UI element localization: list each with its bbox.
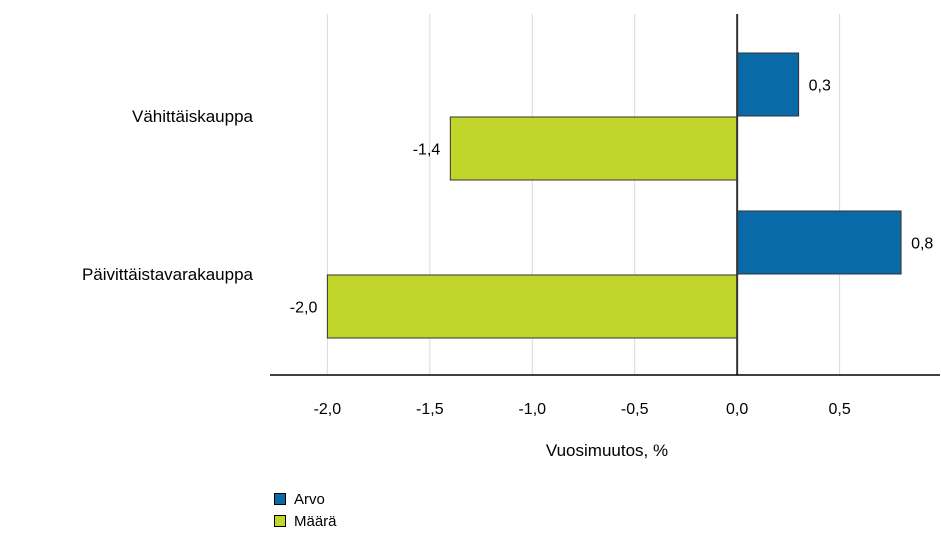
- legend-swatch-maara: [274, 515, 286, 527]
- x-tick-label: -2,0: [314, 401, 342, 418]
- legend-label-maara: Määrä: [294, 513, 337, 530]
- x-axis-label: Vuosimuutos, %: [546, 441, 668, 460]
- bars: [327, 53, 901, 338]
- bar: [327, 275, 737, 338]
- legend-item-maara: Määrä: [274, 510, 337, 532]
- bar-value-label: 0,3: [809, 78, 831, 95]
- legend-swatch-arvo: [274, 493, 286, 505]
- x-tick-labels: -2,0 -1,5 -1,0 -0,5 0,0 0,5: [314, 401, 851, 418]
- x-tick-label: -1,0: [518, 401, 546, 418]
- x-tick-label: -1,5: [416, 401, 444, 418]
- category-labels: Vähittäiskauppa Päivittäistavarakauppa: [82, 107, 254, 284]
- bar-value-label: -2,0: [290, 300, 318, 317]
- bar: [737, 53, 798, 116]
- bar: [450, 117, 737, 180]
- bar-value-label: 0,8: [911, 236, 933, 253]
- category-label: Päivittäistavarakauppa: [82, 265, 254, 284]
- x-tick-label: 0,5: [828, 401, 850, 418]
- category-label: Vähittäiskauppa: [132, 107, 254, 126]
- bar-value-label: -1,4: [413, 142, 441, 159]
- bar: [737, 211, 901, 274]
- x-tick-label: 0,0: [726, 401, 748, 418]
- legend-item-arvo: Arvo: [274, 488, 337, 510]
- legend: Arvo Määrä: [274, 488, 337, 532]
- x-tick-label: -0,5: [621, 401, 649, 418]
- legend-label-arvo: Arvo: [294, 491, 325, 508]
